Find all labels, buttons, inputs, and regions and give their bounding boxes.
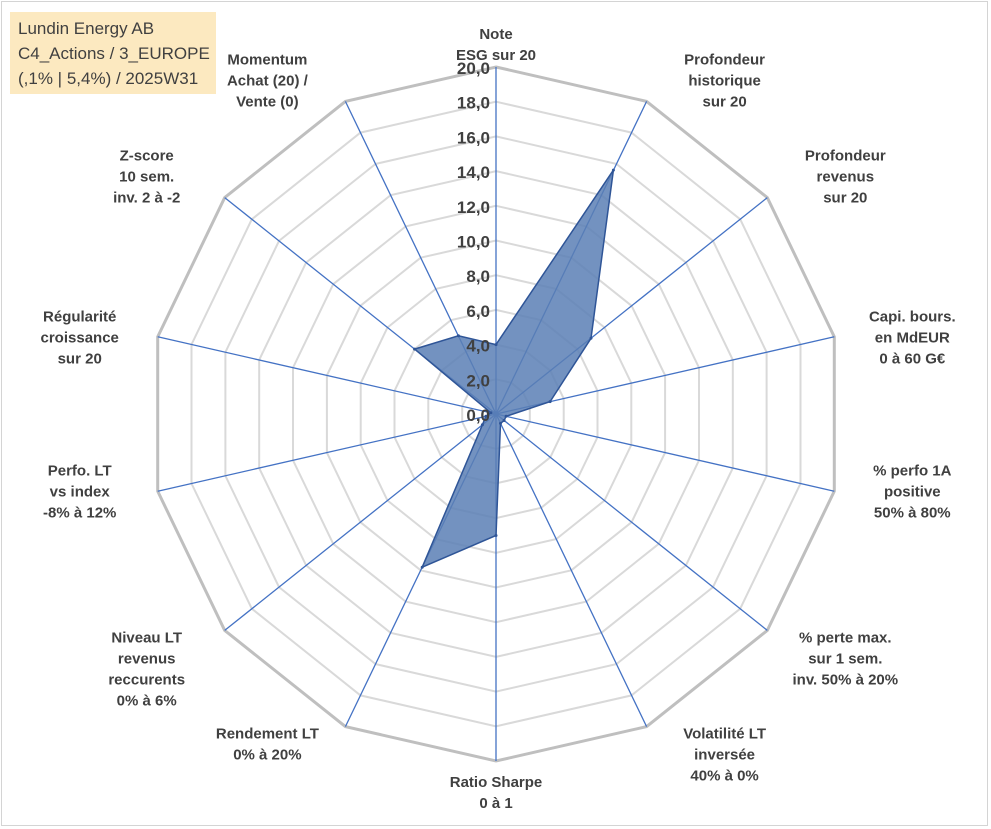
title-line-3: (,1% | 5,4%) / 2025W31 bbox=[18, 69, 199, 88]
tick-label: 6,0 bbox=[466, 302, 490, 321]
data-point-14 bbox=[456, 334, 460, 338]
data-point-5 bbox=[504, 414, 508, 418]
data-point-11 bbox=[484, 414, 488, 418]
axis-spoke-10 bbox=[224, 413, 497, 631]
tick-label: 4,0 bbox=[466, 337, 490, 356]
tick-label: 12,0 bbox=[457, 198, 490, 217]
data-series-area bbox=[413, 169, 615, 569]
data-point-13 bbox=[413, 347, 417, 351]
tick-label: 20,0 bbox=[457, 59, 490, 78]
title-box: Lundin Energy AB C4_Actions / 3_EUROPE (… bbox=[10, 12, 216, 94]
tick-label: 0,0 bbox=[466, 406, 490, 425]
axis-label-8: Ratio Sharpe 0 à 1 bbox=[450, 774, 543, 812]
tick-label: 18,0 bbox=[457, 94, 490, 113]
data-point-12 bbox=[489, 411, 493, 415]
axis-label-7: Volatilité LT inversée 40% à 0% bbox=[683, 726, 766, 785]
axis-spoke-6 bbox=[495, 413, 768, 631]
data-point-9 bbox=[420, 565, 424, 569]
title-line-1: Lundin Energy AB bbox=[18, 19, 155, 38]
data-point-2 bbox=[611, 168, 615, 172]
axis-spoke-11 bbox=[157, 413, 497, 492]
title-line-2: C4_Actions / 3_EUROPE bbox=[18, 44, 210, 63]
axis-label-13: Z-score 10 sem. inv. 2 à -2 bbox=[113, 148, 180, 207]
tick-label: 14,0 bbox=[457, 163, 490, 182]
axis-label-4: Capi. bours. en MdEUR 0 à 60 G€ bbox=[869, 308, 956, 367]
axis-label-14: Momentum Achat (20) / Vente (0) bbox=[227, 51, 309, 110]
axis-label-6: % perte max. sur 1 sem. inv. 50% à 20% bbox=[792, 629, 898, 688]
axis-spoke-5 bbox=[495, 413, 835, 492]
data-point-8 bbox=[494, 534, 498, 537]
tick-label: 8,0 bbox=[466, 267, 490, 286]
axis-label-11: Perfo. LT vs index -8% à 12% bbox=[43, 463, 116, 522]
data-point-3 bbox=[589, 336, 593, 340]
axis-label-1: Note ESG sur 20 bbox=[456, 26, 536, 64]
data-point-7 bbox=[499, 421, 502, 425]
tick-label: 10,0 bbox=[457, 233, 490, 252]
tick-label: 2,0 bbox=[466, 371, 490, 390]
axis-label-9: Rendement LT 0% à 20% bbox=[216, 726, 319, 764]
data-point-1 bbox=[494, 343, 498, 347]
data-point-6 bbox=[502, 419, 506, 422]
data-point-4 bbox=[548, 400, 552, 404]
axis-label-12: Régularité croissance sur 20 bbox=[41, 308, 119, 367]
tick-label: 16,0 bbox=[457, 128, 490, 147]
axis-spoke-12 bbox=[157, 336, 497, 415]
axis-label-3: Profondeur revenus sur 20 bbox=[805, 148, 886, 207]
axis-spoke-4 bbox=[495, 336, 835, 415]
data-point-10 bbox=[480, 423, 484, 427]
axis-label-10: Niveau LT revenus reccurents 0% à 6% bbox=[108, 629, 185, 709]
axis-label-2: Profondeur historique sur 20 bbox=[684, 51, 765, 110]
axis-spoke-7 bbox=[495, 413, 648, 727]
axis-label-5: % perfo 1A positive 50% à 80% bbox=[873, 463, 952, 522]
